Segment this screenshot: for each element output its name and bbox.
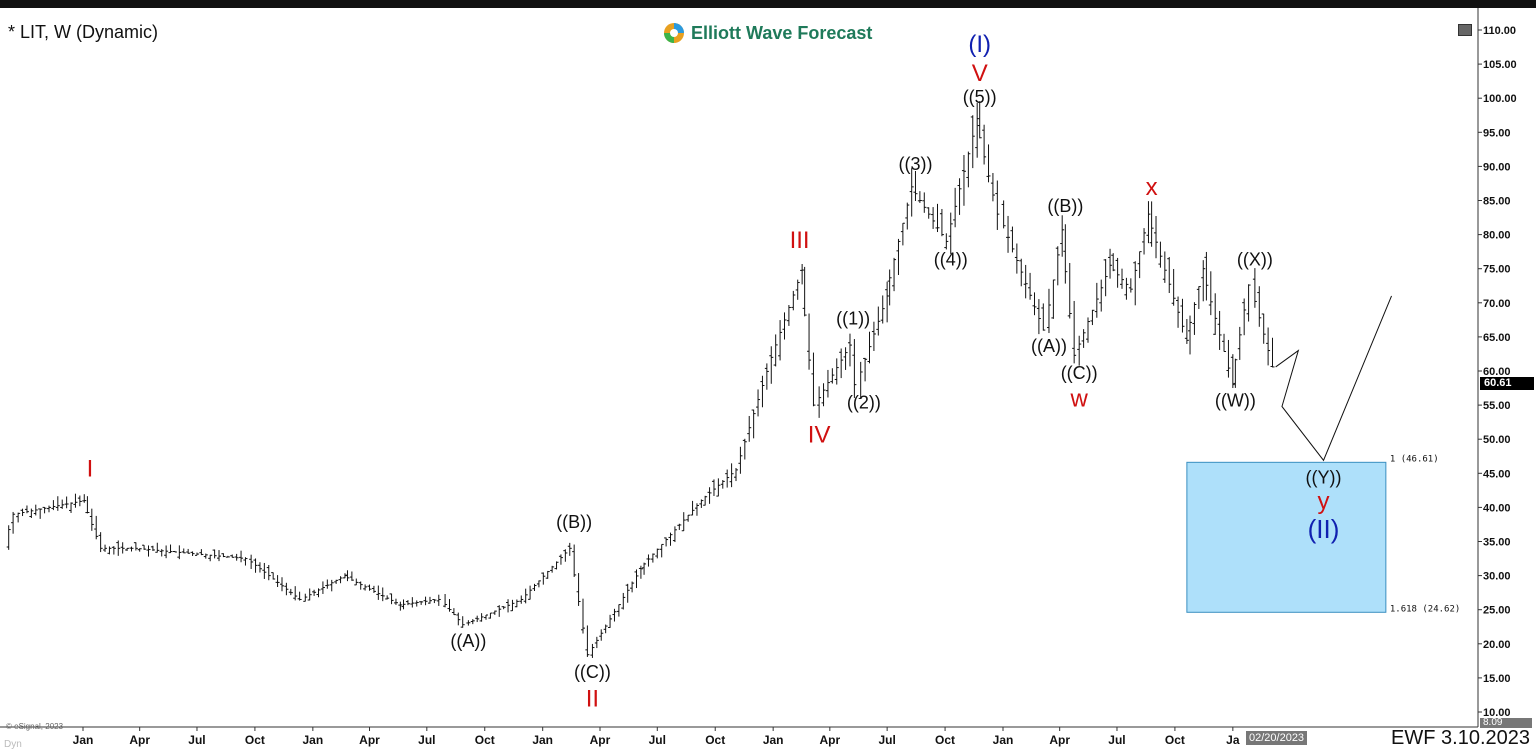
y-tick-label: 20.00 [1483, 639, 1511, 651]
restore-window-button[interactable] [1458, 24, 1472, 36]
fib-level-label: 1 (46.61) [1390, 454, 1439, 464]
wave-label: III [790, 227, 810, 254]
chart-title: * LIT, W (Dynamic) [8, 22, 159, 42]
wave-label: ((5)) [963, 87, 997, 107]
y-tick-label: 55.00 [1483, 400, 1511, 412]
wave-label: ((4)) [934, 249, 968, 269]
copyright: © eSignal, 2023 [6, 722, 64, 731]
wave-label: ((C)) [1061, 363, 1098, 383]
wave-label: ((B)) [556, 512, 592, 532]
y-tick-label: 95.00 [1483, 127, 1511, 139]
x-tick-label: Oct [705, 733, 725, 747]
cursor-date: 02/20/2023 [1246, 731, 1308, 745]
x-tick-label: Apr [1049, 733, 1070, 747]
x-tick-label: Jul [188, 733, 205, 747]
y-tick-label: 15.00 [1483, 673, 1511, 685]
wave-label: ((X)) [1237, 249, 1273, 269]
low-price-marker: 8.09 [1480, 718, 1532, 728]
wave-label: ((C)) [574, 662, 611, 682]
y-tick-label: 100.00 [1483, 93, 1517, 105]
wave-label: ((B)) [1047, 196, 1083, 216]
wave-label: ((Y)) [1306, 468, 1342, 488]
y-tick-label: 40.00 [1483, 502, 1511, 514]
y-tick-label: 105.00 [1483, 59, 1517, 71]
x-tick-label: Apr [819, 733, 840, 747]
time-axis-bg [0, 728, 1536, 750]
target-box [1186, 461, 1387, 613]
logo-text: Elliott Wave Forecast [691, 22, 873, 43]
wave-label: ((A)) [1031, 336, 1067, 356]
logo-icon [664, 23, 684, 43]
wave-label: w [1070, 385, 1089, 412]
x-tick-label: Jul [878, 733, 895, 747]
projection-path [1275, 295, 1392, 462]
y-tick-label: 50.00 [1483, 434, 1511, 446]
chart-window: 110.00 105.00 100.00 95.00 90.00 85.00 80.00 75… [0, 8, 1536, 750]
y-tick-label: 90.00 [1483, 161, 1511, 173]
wave-label: ((W)) [1215, 390, 1256, 410]
wave-label: x [1146, 174, 1158, 201]
y-tick-label: 85.00 [1483, 196, 1511, 208]
dyn-toggle[interactable]: Dyn [4, 739, 22, 750]
x-tick-label: Jan [993, 733, 1014, 747]
x-tick-label: Ja [1226, 733, 1240, 747]
x-tick-label: Jan [73, 733, 94, 747]
wave-label: (I) [968, 31, 991, 58]
logo: Elliott Wave Forecast [663, 22, 872, 44]
y-tick-label: 35.00 [1483, 537, 1511, 549]
y-tick-label: 10.00 [1483, 707, 1511, 719]
fib-level-label: 1.618 (24.62) [1390, 604, 1460, 614]
x-tick-label: Apr [359, 733, 380, 747]
x-tick-label: Oct [245, 733, 265, 747]
wave-label: IV [808, 422, 831, 449]
y-tick-label: 75.00 [1483, 264, 1511, 276]
y-tick-label: 45.00 [1483, 468, 1511, 480]
ewf-date-stamp: EWF 3.10.2023 [1391, 727, 1530, 749]
wave-label: II [586, 686, 599, 713]
wave-label: y [1318, 488, 1330, 515]
x-tick-label: Apr [129, 733, 150, 747]
wave-label: ((2)) [847, 393, 881, 413]
x-tick-label: Jan [532, 733, 553, 747]
x-tick-label: Jul [418, 733, 435, 747]
x-tick-label: Jan [302, 733, 323, 747]
x-tick-label: Jan [763, 733, 784, 747]
x-tick-label: Jul [649, 733, 666, 747]
y-tick-label: 30.00 [1483, 571, 1511, 583]
wave-label: ((A)) [450, 631, 486, 651]
x-tick-label: Oct [1165, 733, 1185, 747]
wave-label: ((3)) [898, 154, 932, 174]
wave-label: ((1)) [836, 309, 870, 329]
x-tick-label: Apr [590, 733, 611, 747]
x-tick-label: Oct [935, 733, 955, 747]
y-tick-label: 65.00 [1483, 332, 1511, 344]
price-chart[interactable]: 110.00 105.00 100.00 95.00 90.00 85.00 80.00 75… [0, 8, 1536, 750]
x-tick-label: Jul [1108, 733, 1125, 747]
last-price-marker: 60.61 [1480, 377, 1534, 390]
y-tick-label: 60.00 [1483, 366, 1511, 378]
y-tick-label: 110.00 [1483, 25, 1516, 37]
wave-label: V [972, 60, 988, 87]
y-tick-label: 70.00 [1483, 298, 1511, 310]
wave-label: I [87, 456, 94, 483]
wave-label: (II) [1308, 514, 1340, 544]
x-tick-label: Oct [475, 733, 495, 747]
y-tick-label: 25.00 [1483, 605, 1511, 617]
y-tick-label: 80.00 [1483, 230, 1511, 242]
